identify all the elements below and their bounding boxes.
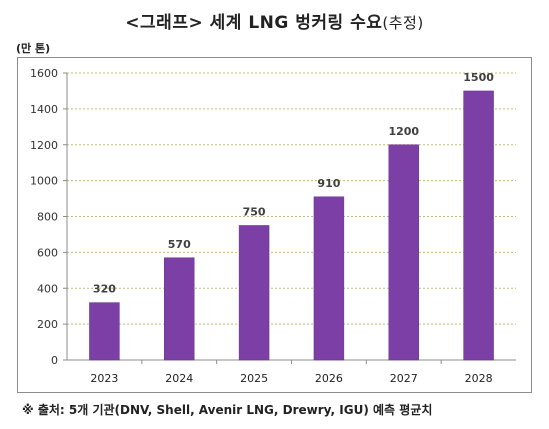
y-tick-label: 800	[37, 211, 58, 224]
y-tick-label: 0	[51, 354, 58, 367]
y-tick-label: 1200	[30, 139, 58, 152]
bar-value-label: 320	[93, 283, 116, 296]
x-tick-label: 2024	[165, 372, 193, 385]
y-tick-label: 200	[37, 318, 58, 331]
y-tick-label: 1600	[30, 67, 58, 80]
chart-frame	[17, 57, 532, 393]
bar-value-label: 750	[243, 205, 266, 218]
axes	[63, 72, 516, 364]
y-tick-label: 600	[37, 246, 58, 259]
x-tick-label: 2028	[465, 372, 493, 385]
x-tick-label: 2026	[315, 372, 343, 385]
x-tick-label: 2027	[390, 372, 418, 385]
labels: 0 200 400 600 800 1000 1200 1400 1600 320 2023 570 2…	[30, 67, 494, 385]
chart-title: <그래프> 세계 LNG 벙커링 수요(추정)	[0, 8, 549, 33]
bar-value-label: 910	[317, 177, 340, 190]
source-note: ※ 출처: 5개 기관(DNV, Shell, Avenir LNG, Drew…	[22, 403, 433, 417]
bar-value-label: 1500	[463, 71, 494, 84]
bar-value-label: 1200	[388, 125, 419, 138]
y-tick-label: 400	[37, 282, 58, 295]
bar-2023	[89, 302, 120, 361]
bar-value-label: 570	[168, 238, 191, 251]
y-tick-label: 1400	[30, 103, 58, 116]
x-tick-label: 2025	[240, 372, 268, 385]
bar-2025	[238, 225, 270, 361]
bar-2028	[463, 90, 494, 361]
y-tick-label: 1000	[30, 175, 58, 188]
chart-title-main: <그래프> 세계 LNG 벙커링 수요	[125, 13, 383, 33]
y-axis-unit-label: (만 톤)	[16, 42, 51, 55]
bar-2027	[388, 144, 419, 361]
bars	[89, 90, 494, 361]
bar-2026	[313, 196, 345, 361]
gridlines	[67, 72, 516, 325]
chart-title-suffix: (추정)	[382, 14, 424, 32]
x-tick-label: 2023	[90, 372, 118, 385]
bar-2024	[164, 257, 195, 361]
